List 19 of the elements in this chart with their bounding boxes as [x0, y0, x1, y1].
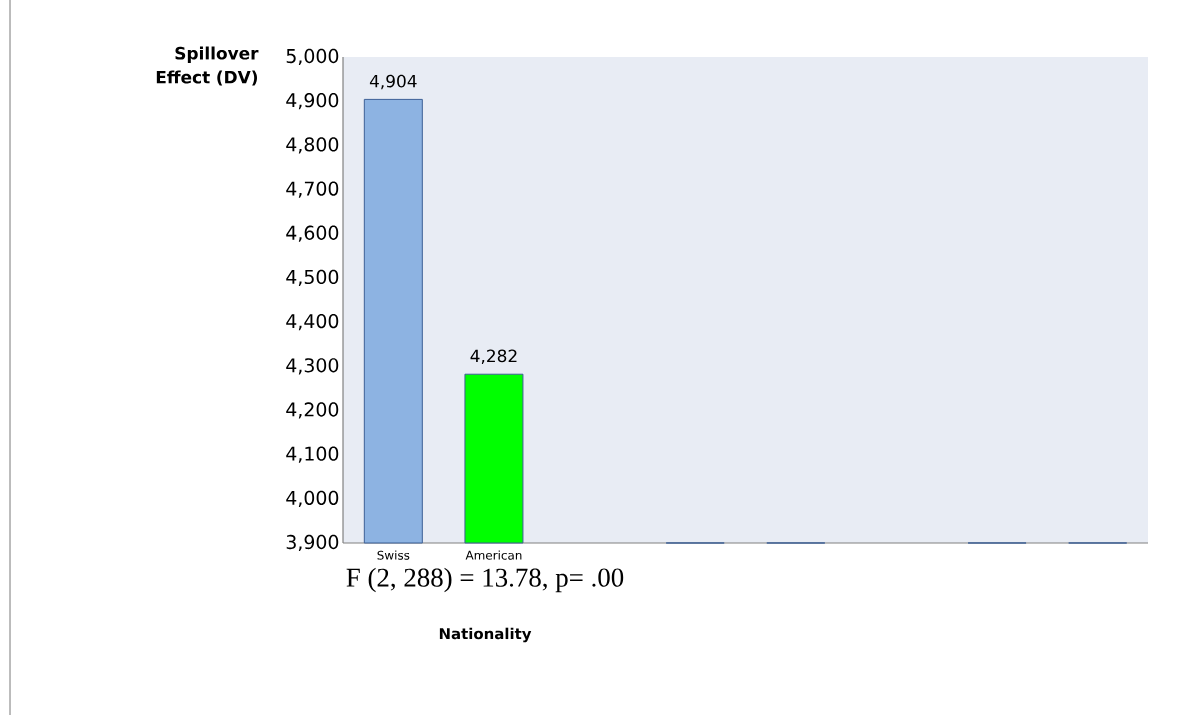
- y-tick-label: 4,700: [286, 181, 339, 198]
- y-tick-label: 4,400: [286, 313, 339, 331]
- y-tick-label: 4,200: [286, 402, 339, 419]
- y-tick-label: 4,300: [286, 358, 339, 375]
- y-tick-label: 5,000: [286, 48, 339, 66]
- y-tick-label: 4,800: [286, 137, 339, 154]
- data-label: 4,282: [470, 349, 517, 365]
- y-tick-label: 4,000: [286, 490, 339, 507]
- y-axis-title: Spillover Effect (DV): [156, 46, 259, 86]
- x-tick-label: Swiss: [377, 550, 410, 560]
- x-axis-title: Nationality: [439, 627, 532, 643]
- text: F (2, 288) = 13.78, p= .00: [346, 567, 624, 593]
- y-tick-label: 4,900: [286, 93, 339, 110]
- data-label: 4,904: [369, 74, 417, 90]
- y-tick-label: 4,500: [286, 269, 339, 287]
- y-tick-label: 4,600: [286, 225, 339, 242]
- y-tick-label: 3,900: [286, 534, 339, 552]
- x-tick-label: American: [465, 550, 522, 560]
- y-tick-label: 4,100: [286, 446, 339, 463]
